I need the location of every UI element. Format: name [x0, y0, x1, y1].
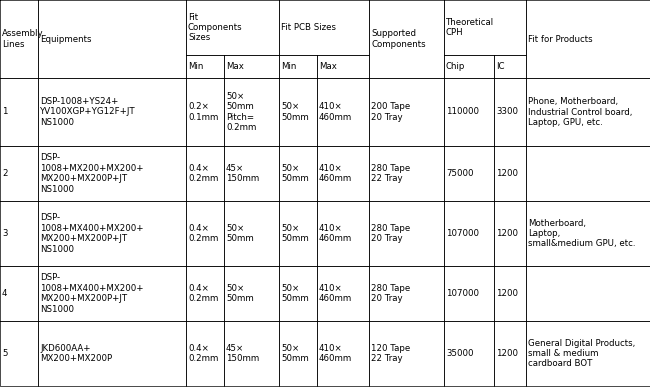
- Text: 107000: 107000: [446, 289, 479, 298]
- Text: Min: Min: [188, 62, 203, 71]
- Text: Supported
Components: Supported Components: [371, 29, 426, 49]
- Text: 120 Tape
22 Tray: 120 Tape 22 Tray: [371, 344, 410, 363]
- Text: 4: 4: [2, 289, 8, 298]
- Text: 280 Tape
22 Tray: 280 Tape 22 Tray: [371, 164, 410, 183]
- Text: Fit for Products: Fit for Products: [528, 35, 593, 43]
- Text: 45×
150mm: 45× 150mm: [226, 164, 259, 183]
- Text: 1200: 1200: [496, 229, 518, 238]
- Text: 410×
460mm: 410× 460mm: [319, 164, 352, 183]
- Text: Fit
Components
Sizes: Fit Components Sizes: [188, 12, 242, 42]
- Text: 410×
460mm: 410× 460mm: [319, 224, 352, 243]
- Text: Phone, Motherboard,
Industrial Control board,
Laptop, GPU, etc.: Phone, Motherboard, Industrial Control b…: [528, 97, 632, 127]
- Text: DSP-
1008+MX400+MX200+
MX200+MX200P+JT
NS1000: DSP- 1008+MX400+MX200+ MX200+MX200P+JT N…: [40, 213, 144, 254]
- Text: 50×
50mm: 50× 50mm: [226, 284, 254, 303]
- Text: 107000: 107000: [446, 229, 479, 238]
- Text: 50×
50mm: 50× 50mm: [281, 284, 309, 303]
- Text: 5: 5: [2, 349, 8, 358]
- Text: General Digital Products,
small & medium
cardboard BOT: General Digital Products, small & medium…: [528, 339, 635, 368]
- Text: 1: 1: [2, 107, 8, 116]
- Text: 50×
50mm: 50× 50mm: [226, 224, 254, 243]
- Text: 110000: 110000: [446, 107, 479, 116]
- Text: Fit PCB Sizes: Fit PCB Sizes: [281, 23, 336, 32]
- Text: 0.2×
0.1mm: 0.2× 0.1mm: [188, 102, 218, 122]
- Text: Max: Max: [226, 62, 244, 71]
- Text: 200 Tape
20 Tray: 200 Tape 20 Tray: [371, 102, 410, 122]
- Text: 1200: 1200: [496, 169, 518, 178]
- Text: 50×
50mm
Pitch=
0.2mm: 50× 50mm Pitch= 0.2mm: [226, 92, 256, 132]
- Text: 75000: 75000: [446, 169, 473, 178]
- Text: 280 Tape
20 Tray: 280 Tape 20 Tray: [371, 224, 410, 243]
- Text: 50×
50mm: 50× 50mm: [281, 164, 309, 183]
- Text: 410×
460mm: 410× 460mm: [319, 284, 352, 303]
- Text: 50×
50mm: 50× 50mm: [281, 344, 309, 363]
- Text: 0.4×
0.2mm: 0.4× 0.2mm: [188, 344, 218, 363]
- Text: 0.4×
0.2mm: 0.4× 0.2mm: [188, 284, 218, 303]
- Text: 1200: 1200: [496, 349, 518, 358]
- Text: Assembly
Lines: Assembly Lines: [2, 29, 44, 49]
- Text: DSP-
1008+MX400+MX200+
MX200+MX200P+JT
NS1000: DSP- 1008+MX400+MX200+ MX200+MX200P+JT N…: [40, 274, 144, 314]
- Text: 50×
50mm: 50× 50mm: [281, 224, 309, 243]
- Text: Max: Max: [319, 62, 337, 71]
- Text: 50×
50mm: 50× 50mm: [281, 102, 309, 122]
- Text: Equipments: Equipments: [40, 35, 92, 43]
- Text: 280 Tape
20 Tray: 280 Tape 20 Tray: [371, 284, 410, 303]
- Text: Min: Min: [281, 62, 296, 71]
- Text: Theoretical
CPH: Theoretical CPH: [446, 18, 494, 37]
- Text: 1200: 1200: [496, 289, 518, 298]
- Text: 0.4×
0.2mm: 0.4× 0.2mm: [188, 164, 218, 183]
- Text: Chip: Chip: [446, 62, 465, 71]
- Text: 2: 2: [2, 169, 8, 178]
- Text: 0.4×
0.2mm: 0.4× 0.2mm: [188, 224, 218, 243]
- Text: DSP-
1008+MX200+MX200+
MX200+MX200P+JT
NS1000: DSP- 1008+MX200+MX200+ MX200+MX200P+JT N…: [40, 153, 144, 194]
- Text: JKD600AA+
MX200+MX200P: JKD600AA+ MX200+MX200P: [40, 344, 112, 363]
- Text: DSP-1008+YS24+
YV100XGP+YG12F+JT
NS1000: DSP-1008+YS24+ YV100XGP+YG12F+JT NS1000: [40, 97, 136, 127]
- Text: 45×
150mm: 45× 150mm: [226, 344, 259, 363]
- Text: 410×
460mm: 410× 460mm: [319, 102, 352, 122]
- Text: 3300: 3300: [496, 107, 518, 116]
- Text: 35000: 35000: [446, 349, 473, 358]
- Text: Motherboard,
Laptop,
small&medium GPU, etc.: Motherboard, Laptop, small&medium GPU, e…: [528, 218, 636, 248]
- Text: IC: IC: [496, 62, 504, 71]
- Text: 410×
460mm: 410× 460mm: [319, 344, 352, 363]
- Text: 3: 3: [2, 229, 8, 238]
